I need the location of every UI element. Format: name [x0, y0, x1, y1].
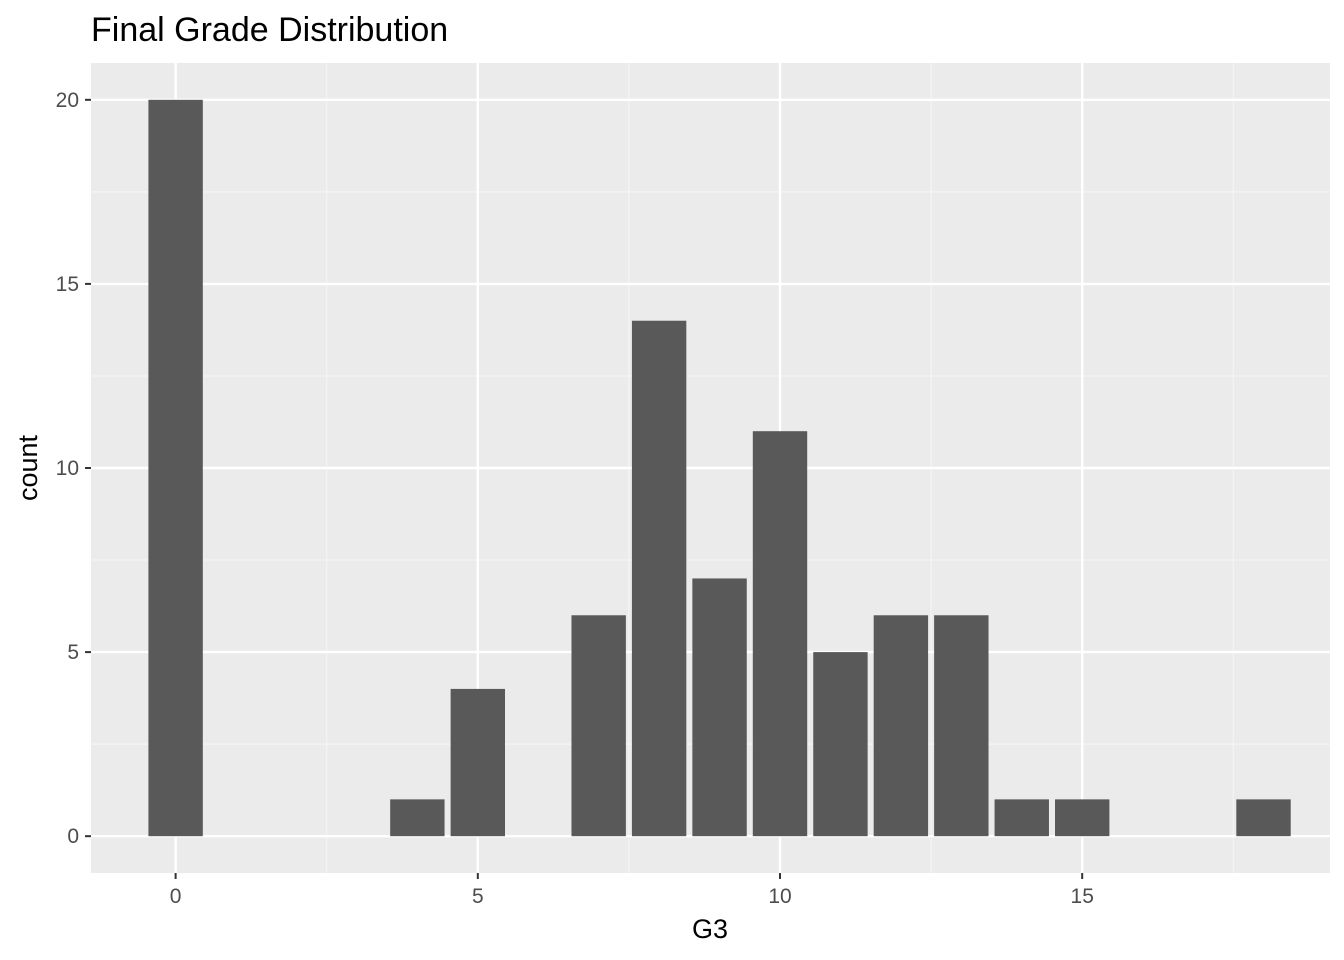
- x-tick-label: 5: [472, 885, 484, 908]
- chart-title: Final Grade Distribution: [91, 11, 448, 49]
- bars-group: [148, 99, 1291, 837]
- bar-g3-10: [752, 431, 808, 837]
- x-tick-label: 15: [1071, 885, 1094, 908]
- bar-g3-18: [1236, 799, 1291, 837]
- bar-g3-8: [631, 320, 687, 837]
- y-tick-label: 0: [67, 825, 79, 848]
- bar-g3-9: [692, 578, 747, 837]
- bar-g3-12: [873, 615, 929, 837]
- bar-g3-13: [934, 615, 989, 837]
- bar-g3-7: [571, 615, 626, 837]
- x-tick-label: 10: [768, 885, 791, 908]
- bar-g3-14: [994, 799, 1049, 837]
- y-axis: 0 5 10 15 20: [56, 89, 91, 848]
- x-axis-title: G3: [692, 914, 728, 944]
- y-tick-label: 5: [67, 641, 79, 664]
- x-axis: 0 5 10 15: [170, 873, 1094, 908]
- bar-g3-0: [148, 99, 203, 837]
- bar-g3-5: [450, 688, 506, 837]
- bar-g3-15: [1055, 799, 1110, 837]
- y-tick-label: 20: [56, 89, 79, 112]
- bar-g3-11: [813, 652, 868, 837]
- x-tick-label: 0: [170, 885, 182, 908]
- y-tick-label: 15: [56, 273, 79, 296]
- bar-g3-4: [390, 799, 445, 837]
- y-axis-title: count: [13, 434, 43, 501]
- y-tick-label: 10: [56, 457, 79, 480]
